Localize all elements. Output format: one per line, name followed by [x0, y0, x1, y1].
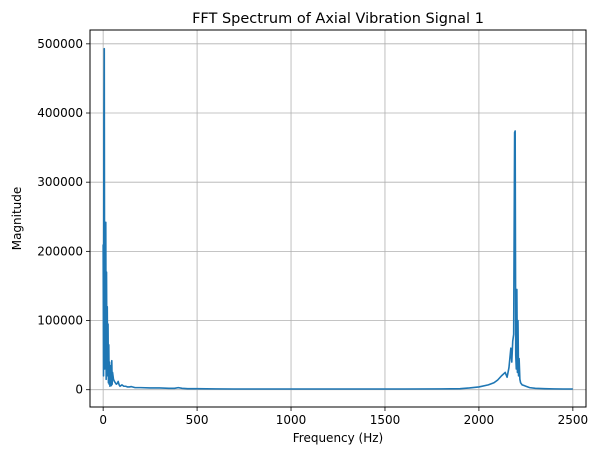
x-tick-label: 500	[186, 413, 209, 427]
y-tick-label: 500000	[37, 37, 83, 51]
y-axis: 0 100000 200000 300000 400000 500000	[37, 37, 90, 397]
y-tick-label: 100000	[37, 314, 83, 328]
y-tick-label: 400000	[37, 106, 83, 120]
spectrum-line	[102, 47, 573, 390]
x-axis-label: Frequency (Hz)	[293, 431, 384, 445]
y-axis-label: Magnitude	[10, 187, 24, 251]
y-tick-label: 200000	[37, 244, 83, 258]
x-axis: 0 500 1000 1500 2000 2500	[99, 407, 588, 427]
y-tick-label: 300000	[37, 175, 83, 189]
x-tick-label: 1000	[276, 413, 307, 427]
plot-frame	[89, 29, 587, 408]
chart-title: FFT Spectrum of Axial Vibration Signal 1	[192, 11, 484, 27]
series-layer	[102, 47, 573, 390]
x-tick-label: 1500	[370, 413, 401, 427]
y-tick-label: 0	[75, 383, 83, 397]
x-tick-label: 2500	[558, 413, 589, 427]
x-tick-label: 2000	[464, 413, 495, 427]
x-tick-label: 0	[99, 413, 107, 427]
grid	[90, 30, 586, 407]
